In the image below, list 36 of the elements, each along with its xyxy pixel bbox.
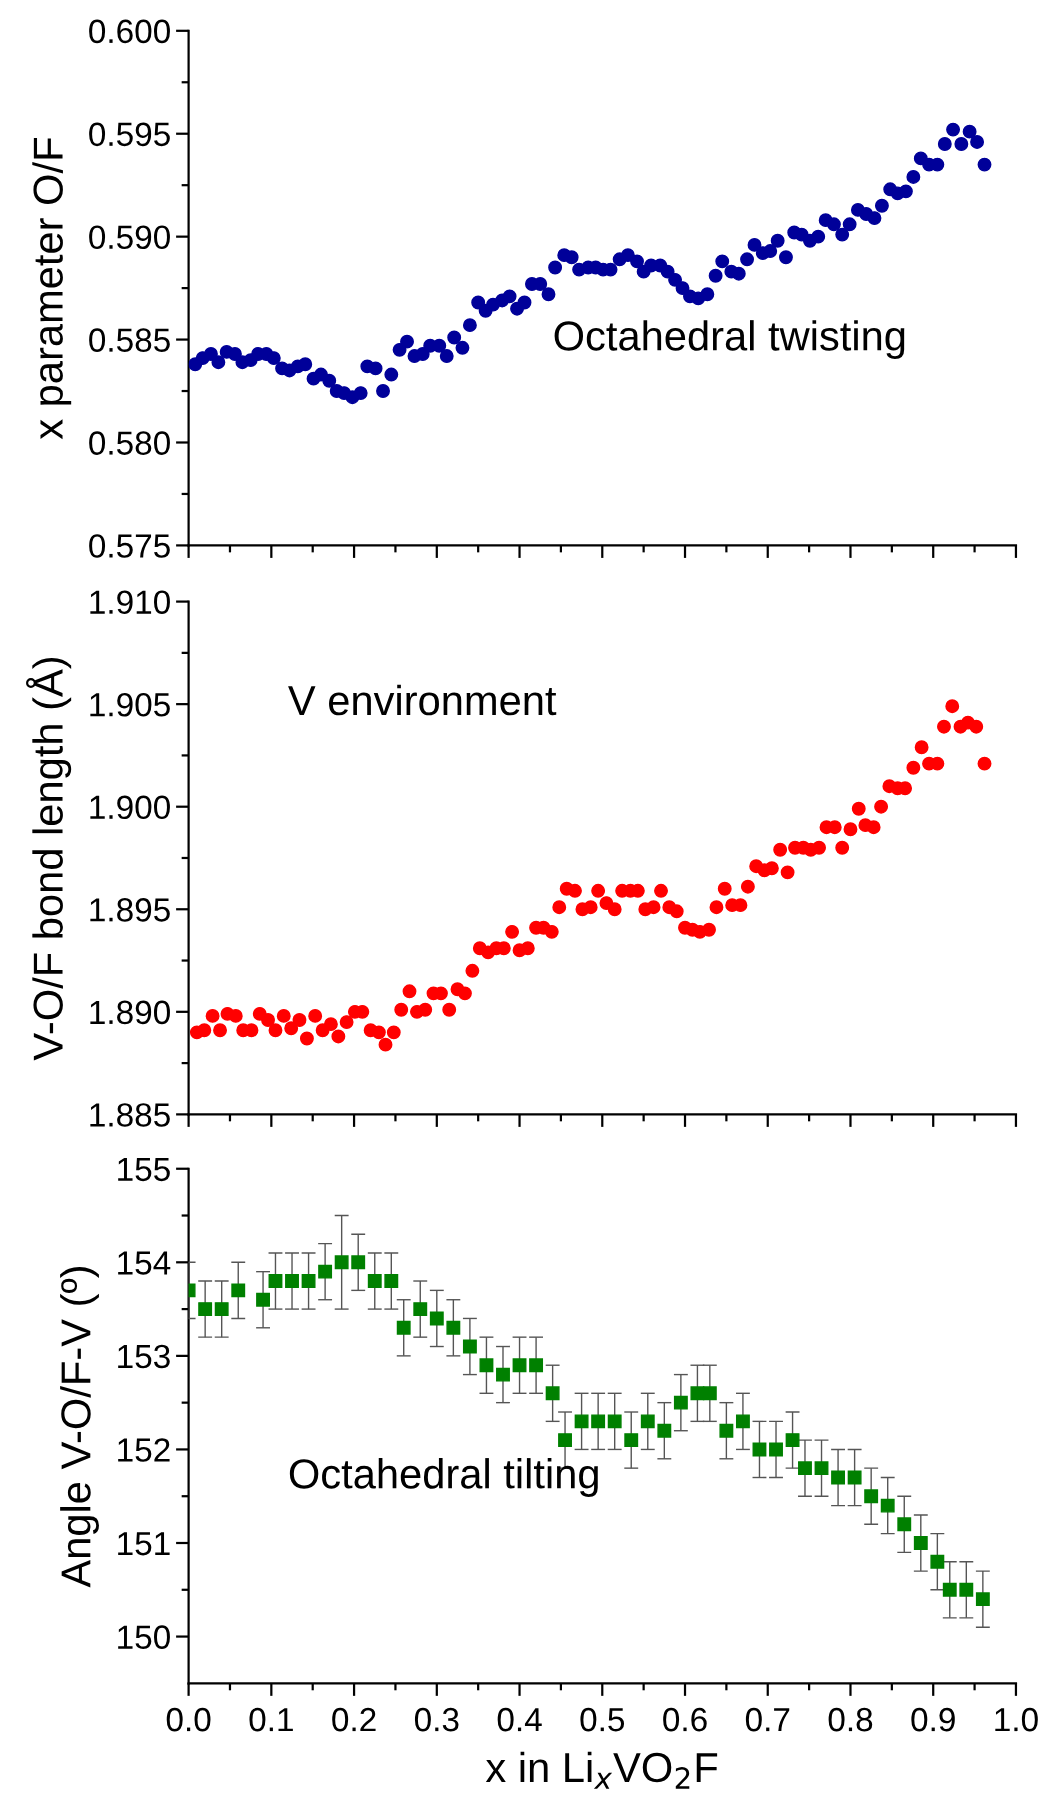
y-tick-label: 0.575 xyxy=(89,534,170,558)
x-tick-label: 1.0 xyxy=(995,1707,1038,1732)
y-tick-label: 151 xyxy=(118,1532,170,1556)
x-tick-label: 0.8 xyxy=(828,1707,873,1732)
y-tick-label: 0.600 xyxy=(89,19,170,44)
x-tick-label: 0.7 xyxy=(745,1707,790,1732)
x-tick-label: 0.3 xyxy=(414,1707,459,1732)
x-tick-label: 0.1 xyxy=(249,1707,293,1732)
y-tick-label: 155 xyxy=(118,1157,170,1182)
y-tick-label: 153 xyxy=(118,1344,170,1369)
x-axis-title: x in Li$_{x}$VO$_{2}$F xyxy=(485,1751,718,1789)
x-tick-label: 0.0 xyxy=(166,1707,211,1732)
annotation: Octahedral tilting xyxy=(289,1458,598,1497)
y-tick-label: 0.580 xyxy=(89,431,170,455)
x-tick-label: 0.2 xyxy=(332,1707,376,1732)
y-tick-label: 152 xyxy=(118,1438,170,1462)
x-tick-label: 0.4 xyxy=(497,1707,542,1732)
y-tick-label: 0.590 xyxy=(89,225,170,250)
y-tick-label: 1.900 xyxy=(90,795,170,820)
annotation: Octahedral twisting xyxy=(554,320,905,359)
y-tick-label: 1.895 xyxy=(90,898,170,922)
y-tick-label: 1.890 xyxy=(90,1000,170,1025)
y-tick-label: 1.910 xyxy=(90,590,170,614)
y-axis-title: x parameter O/F xyxy=(32,138,72,440)
y-axis-title: V-O/F bond length (Å) xyxy=(26,657,72,1061)
y-tick-label: 0.585 xyxy=(89,328,170,352)
y-tick-label: 154 xyxy=(118,1251,171,1275)
x-tick-label: 0.9 xyxy=(911,1707,955,1732)
annotation: V environment xyxy=(288,684,557,716)
x-tick-label: 0.5 xyxy=(580,1707,625,1732)
y-tick-label: 150 xyxy=(118,1625,170,1649)
x-tick-label: 0.6 xyxy=(663,1707,707,1732)
y-tick-label: 1.905 xyxy=(90,692,170,717)
y-axis-title: Angle V-O/F-V (º) xyxy=(60,1267,99,1588)
y-tick-label: 0.595 xyxy=(89,122,170,147)
y-tick-label: 1.885 xyxy=(90,1103,170,1127)
